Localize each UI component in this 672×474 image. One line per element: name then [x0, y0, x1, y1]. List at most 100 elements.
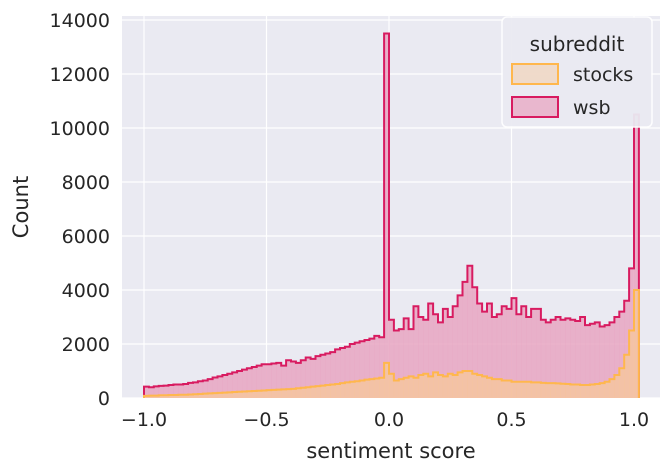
bar-stocks — [589, 384, 596, 398]
y-tick-label: 10000 — [50, 118, 110, 140]
bar-stocks — [202, 393, 208, 398]
bar-wsb — [575, 321, 581, 398]
bar-stocks — [320, 385, 326, 398]
bar-stocks — [418, 375, 424, 398]
bar-wsb — [614, 317, 620, 398]
bar-wsb — [516, 314, 522, 398]
bar-stocks — [193, 394, 199, 398]
bar-wsb — [594, 322, 600, 398]
series-wsb — [143, 32, 640, 398]
bar-stocks — [354, 381, 360, 398]
bar-stocks — [232, 392, 238, 398]
bar-stocks — [555, 383, 561, 398]
bar-wsb — [384, 33, 390, 398]
bar-stocks — [188, 394, 194, 398]
bar-wsb — [295, 362, 302, 398]
bar-stocks — [413, 377, 419, 398]
bar-wsb — [531, 308, 537, 398]
bar-stocks — [344, 382, 351, 398]
bar-stocks — [246, 391, 253, 398]
x-tick-label: −1.0 — [121, 409, 167, 431]
bar-stocks — [153, 395, 159, 398]
bar-wsb — [457, 295, 463, 398]
bar-stocks — [217, 392, 223, 398]
bar-stocks — [408, 376, 414, 398]
bar-stocks — [560, 383, 566, 398]
bar-wsb — [300, 360, 306, 398]
bar-wsb — [369, 338, 375, 398]
bar-wsb — [413, 306, 419, 398]
bar-stocks — [384, 362, 390, 398]
bar-wsb — [506, 308, 512, 398]
bar-wsb — [433, 314, 439, 398]
bar-stocks — [286, 389, 292, 398]
bar-wsb — [536, 308, 542, 398]
bar-wsb — [266, 364, 272, 398]
bar-stocks — [349, 381, 355, 398]
bar-wsb — [379, 337, 385, 398]
bar-stocks — [585, 385, 591, 398]
bar-stocks — [178, 394, 184, 398]
bar-stocks — [393, 380, 400, 398]
bar-stocks — [276, 389, 282, 398]
y-tick-label: 0 — [98, 388, 110, 410]
bar-stocks — [506, 380, 512, 398]
bar-stocks — [614, 375, 620, 398]
bar-stocks — [207, 393, 213, 398]
bar-wsb — [526, 317, 532, 398]
bar-wsb — [202, 380, 208, 398]
bar-wsb — [393, 330, 400, 398]
bar-wsb — [555, 317, 561, 398]
bar-wsb — [271, 363, 277, 398]
bar-wsb — [276, 362, 282, 398]
legend-label-wsb: wsb — [573, 97, 611, 119]
bar-stocks — [609, 379, 615, 398]
bar-wsb — [496, 314, 502, 398]
bar-wsb — [207, 379, 213, 398]
x-tick-label: 0.0 — [374, 409, 404, 431]
bar-stocks — [447, 373, 453, 398]
bar-wsb — [153, 386, 159, 398]
bar-stocks — [624, 354, 630, 398]
bar-wsb — [188, 382, 194, 398]
bar-stocks — [335, 383, 341, 398]
bar-wsb — [349, 344, 355, 398]
bar-stocks — [271, 389, 277, 398]
bar-wsb — [570, 319, 576, 398]
y-axis-label: Count — [9, 176, 33, 238]
bar-wsb — [227, 373, 233, 398]
bar-stocks — [183, 394, 189, 398]
histogram-series — [143, 32, 640, 398]
bar-wsb — [158, 385, 164, 398]
y-tick-label: 4000 — [62, 280, 110, 302]
bar-wsb — [251, 366, 257, 398]
y-tick-label: 6000 — [62, 226, 110, 248]
bar-stocks — [158, 395, 164, 398]
bar-wsb — [286, 360, 292, 398]
bar-wsb — [428, 303, 434, 398]
bar-wsb — [477, 303, 483, 398]
bar-stocks — [487, 377, 493, 398]
bar-wsb — [222, 375, 228, 398]
bar-wsb — [232, 372, 238, 398]
bar-stocks — [634, 290, 640, 398]
legend-swatch-wsb — [511, 96, 559, 118]
bar-stocks — [291, 388, 297, 398]
bar-wsb — [359, 341, 365, 398]
bar-stocks — [340, 383, 346, 398]
bar-stocks — [570, 384, 576, 398]
tick-labels: 0 2000 4000 6000 8000 10000 12000 14000 −1.0 −0.5… — [50, 10, 650, 431]
bar-wsb — [599, 326, 605, 398]
y-tick-label: 2000 — [62, 334, 110, 356]
bar-stocks — [359, 380, 365, 398]
bar-stocks — [300, 387, 306, 398]
x-axis-label: sentiment score — [306, 439, 475, 463]
bar-wsb — [163, 385, 169, 398]
bar-stocks — [173, 395, 179, 398]
bar-stocks — [594, 383, 600, 398]
bar-wsb — [315, 356, 321, 398]
bar-stocks — [457, 372, 463, 398]
bar-stocks — [295, 388, 302, 398]
bar-stocks — [197, 393, 204, 398]
